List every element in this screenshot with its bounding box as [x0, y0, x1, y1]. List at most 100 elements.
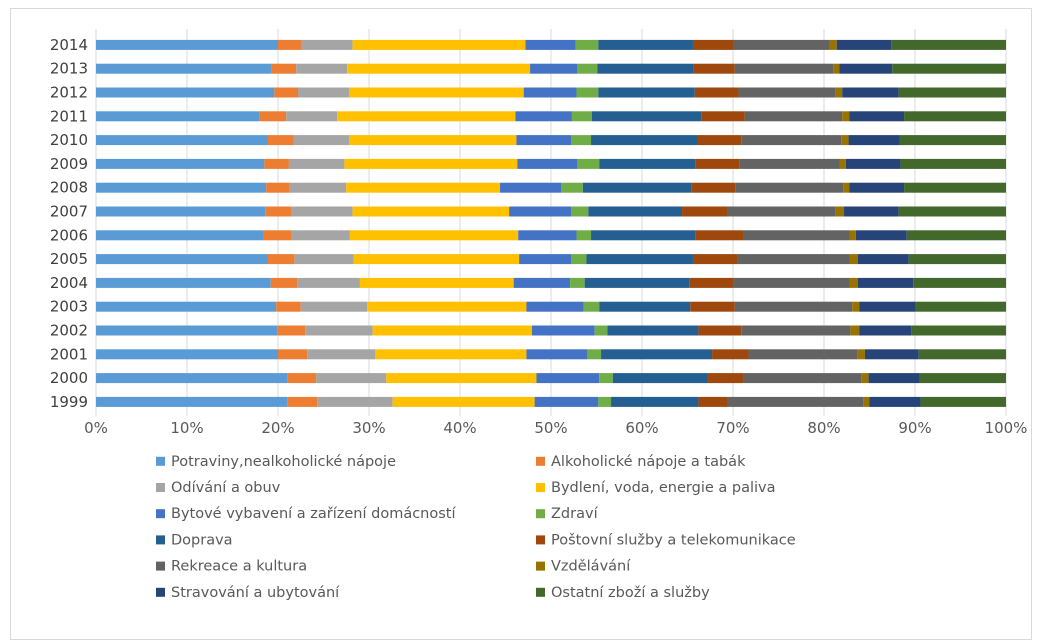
x-tick-label: 70% [716, 419, 749, 437]
bar-segment [735, 182, 844, 193]
legend-swatch [536, 561, 545, 571]
bar-segment [375, 349, 527, 360]
y-axis-labels: 2014 2013 2012 2011 2010 2009 2008 2007 2006 2005… [50, 36, 88, 411]
bar-segment [863, 396, 870, 407]
bar-segment [96, 111, 260, 122]
bar-segment [737, 254, 850, 265]
bar-segment [264, 158, 289, 169]
bar-segment [738, 87, 836, 98]
bar-segment [849, 230, 856, 241]
bar-segment [891, 39, 1006, 50]
bar-segment [707, 373, 744, 384]
bar-segment [744, 111, 843, 122]
legend-label: Rekreace a kultura [171, 559, 307, 575]
bar-segment [852, 301, 860, 312]
legend-label: Doprava [171, 532, 233, 548]
y-tick-label: 2014 [50, 36, 88, 54]
bar-segment [305, 325, 373, 336]
bar-segment [693, 63, 735, 74]
bar-segment [523, 87, 577, 98]
bar-segment [859, 301, 915, 312]
y-tick-label: 2006 [50, 226, 88, 244]
y-tick-label: 2003 [50, 298, 88, 316]
bar-segment [349, 230, 519, 241]
bar-segment [692, 254, 738, 265]
legend-swatch [536, 535, 545, 545]
bar-segment [96, 277, 271, 288]
bar-segment [833, 63, 840, 74]
bars [96, 39, 1006, 407]
bar-segment [316, 373, 387, 384]
bar-segment [900, 158, 1006, 169]
bar-segment [96, 349, 278, 360]
bar-segment [586, 254, 693, 265]
bar-segment [904, 182, 1006, 193]
chart-frame: 2014 2013 2012 2011 2010 2009 2008 2007 2006 2005… [10, 8, 1032, 640]
bar-segment [850, 325, 860, 336]
x-axis-labels: 0% 10% 20% 30% 40% 50% 60% 70% 80% 90% 100% [84, 419, 1027, 437]
bar-segment [849, 254, 858, 265]
bar-segment [727, 206, 836, 217]
bar-segment [96, 158, 265, 169]
bar-segment [598, 87, 695, 98]
bar-segment [584, 277, 690, 288]
bar-segment [857, 254, 909, 265]
bar-segment [857, 349, 865, 360]
bar-segment [509, 206, 572, 217]
bar-segment [598, 39, 693, 50]
bar-segment [868, 373, 920, 384]
legend-swatch [156, 483, 165, 492]
y-tick-label: 1999 [50, 393, 88, 411]
bar-segment [347, 63, 531, 74]
x-tick-label: 30% [352, 419, 385, 437]
bar-segment [96, 301, 277, 312]
bar-segment [96, 325, 278, 336]
bar-segment [906, 230, 1006, 241]
bar-segment [597, 63, 694, 74]
bar-segment [571, 111, 592, 122]
bar-segment [748, 349, 858, 360]
x-tick-label: 100% [985, 419, 1028, 437]
bar-segment [598, 396, 612, 407]
x-tick-label: 60% [625, 419, 658, 437]
bar-segment [591, 111, 702, 122]
legend-swatch [536, 456, 545, 466]
bar-segment [701, 111, 745, 122]
bar-segment [599, 373, 613, 384]
bar-segment [733, 277, 850, 288]
bar-segment [697, 135, 742, 146]
bar-segment [307, 349, 376, 360]
y-tick-label: 2000 [50, 369, 88, 387]
legend-swatch [156, 587, 165, 597]
bar-segment [842, 111, 850, 122]
bar-segment [344, 158, 518, 169]
x-tick-label: 50% [534, 419, 567, 437]
bar-segment [739, 158, 840, 169]
bar-segment [294, 254, 354, 265]
legend: Potraviny,nealkoholické nápoje Alkoholick… [156, 454, 796, 601]
bar-segment [741, 135, 842, 146]
bar-segment [353, 254, 520, 265]
bar-segment [577, 63, 598, 74]
bar-segment [599, 158, 696, 169]
bar-segment [352, 206, 510, 217]
bar-segment [694, 87, 739, 98]
bar-segment [561, 182, 583, 193]
bar-segment [96, 373, 288, 384]
stacked-bar-chart: 2014 2013 2012 2011 2010 2009 2008 2007 2006 2005… [50, 29, 1027, 601]
x-tick-label: 10% [170, 419, 203, 437]
bar-segment [296, 63, 348, 74]
bar-segment [526, 301, 584, 312]
bar-segment [842, 87, 899, 98]
bar-segment [734, 63, 834, 74]
x-tick-label: 40% [443, 419, 476, 437]
bar-segment [601, 349, 713, 360]
bar-segment [911, 325, 1006, 336]
bar-segment [570, 277, 585, 288]
bar-segment [270, 277, 298, 288]
legend-label: Ostatní zboží a služby [551, 585, 710, 601]
bar-segment [591, 135, 698, 146]
bar-segment [352, 39, 526, 50]
y-tick-label: 2012 [50, 84, 88, 102]
bar-segment [267, 254, 295, 265]
